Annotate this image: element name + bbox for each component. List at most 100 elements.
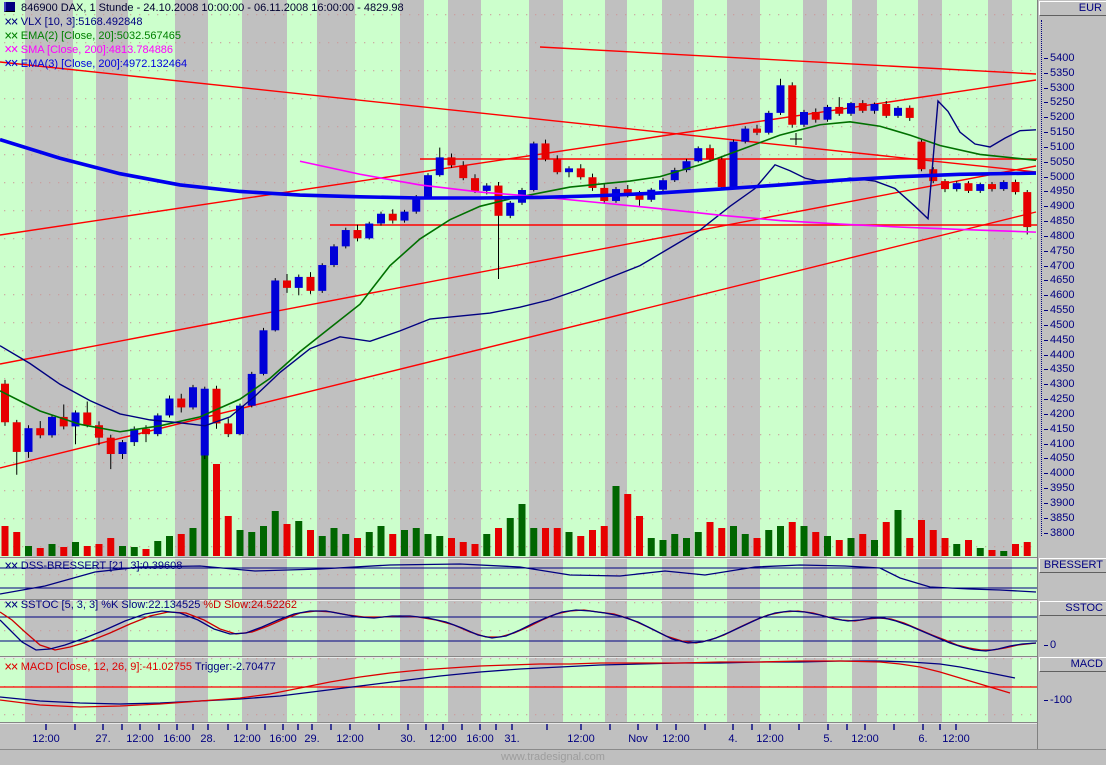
- candle-up[interactable]: [377, 213, 385, 224]
- candle-up[interactable]: [365, 223, 374, 239]
- candle-up[interactable]: [565, 168, 573, 173]
- candle-down[interactable]: [835, 106, 844, 114]
- candle-down[interactable]: [788, 85, 797, 125]
- sstoc-k-line[interactable]: [0, 609, 1037, 652]
- candle-down[interactable]: [494, 185, 503, 216]
- trendline[interactable]: [0, 165, 1037, 365]
- candle-down[interactable]: [459, 165, 468, 179]
- candle-up[interactable]: [294, 276, 303, 288]
- candle-up[interactable]: [130, 428, 139, 443]
- crosshair-marker[interactable]: [790, 133, 802, 145]
- candle-down[interactable]: [553, 159, 562, 173]
- candle-up[interactable]: [694, 148, 703, 162]
- candle-up[interactable]: [506, 202, 515, 216]
- candle-up[interactable]: [800, 111, 808, 125]
- candle-up[interactable]: [247, 373, 256, 406]
- vlx-line[interactable]: [0, 99, 1037, 427]
- candle-up[interactable]: [118, 442, 127, 454]
- candle-down[interactable]: [471, 178, 479, 191]
- main-chart-canvas[interactable]: 12:00 27. 12:00 16:00 28. 12:00 16:00 29. 12:00 3…: [0, 0, 1037, 749]
- candle-down[interactable]: [576, 168, 585, 178]
- sma200-line[interactable]: [299, 160, 1037, 233]
- candle-up[interactable]: [952, 183, 961, 190]
- candle-up[interactable]: [236, 405, 244, 435]
- macd-panel-header[interactable]: MACD: [1039, 657, 1106, 672]
- sstoc-panel-header[interactable]: SSTOC: [1039, 601, 1106, 616]
- candle-down[interactable]: [95, 425, 103, 438]
- candle-up[interactable]: [670, 170, 679, 181]
- candle-up[interactable]: [976, 184, 985, 191]
- macd-label[interactable]: ✕✕ MACD [Close, 12, 26, 9]:-41.02755 Trig…: [4, 661, 276, 674]
- candle-down[interactable]: [353, 230, 362, 239]
- candles-layer[interactable]: [1, 78, 1032, 475]
- candle-down[interactable]: [917, 141, 926, 170]
- trendline[interactable]: [0, 211, 1037, 469]
- candle-up[interactable]: [659, 180, 667, 190]
- candle-up[interactable]: [741, 128, 750, 142]
- candle-up[interactable]: [847, 103, 855, 114]
- candle-up[interactable]: [71, 412, 80, 427]
- candle-down[interactable]: [988, 184, 996, 190]
- candle-up[interactable]: [330, 246, 338, 266]
- panel-separator[interactable]: [0, 557, 1037, 558]
- legend-ema20[interactable]: ✕✕ EMA(2) [Close, 20]:5032.567465: [4, 30, 181, 43]
- candle-down[interactable]: [882, 103, 891, 116]
- time-axis[interactable]: 12:00 27. 12:00 16:00 28. 12:00 16:00 29. 12:00 3…: [32, 724, 970, 745]
- candle-up[interactable]: [894, 107, 902, 116]
- candle-down[interactable]: [212, 388, 221, 424]
- candle-up[interactable]: [165, 398, 174, 416]
- legend-ema200[interactable]: ✕✕ EMA(3) [Close, 200]:4972.132464: [4, 58, 187, 71]
- dss-bressert-label[interactable]: ✕✕ DSS-BRESSERT [21, 3]:0.39608: [4, 560, 182, 573]
- candle-down[interactable]: [717, 159, 726, 188]
- candle-up[interactable]: [341, 230, 350, 247]
- candle-down[interactable]: [811, 111, 820, 120]
- candle-up[interactable]: [999, 181, 1008, 190]
- candle-up[interactable]: [271, 280, 280, 331]
- candle-up[interactable]: [48, 416, 56, 436]
- candle-up[interactable]: [823, 106, 832, 120]
- candle-down[interactable]: [142, 428, 150, 435]
- ema200-line[interactable]: [0, 137, 1037, 200]
- candle-down[interactable]: [706, 148, 714, 160]
- candle-down[interactable]: [1023, 192, 1032, 228]
- legend-vlx[interactable]: ✕✕ VLX [10, 3]:5168.492848: [4, 16, 142, 29]
- candle-down[interactable]: [283, 280, 291, 288]
- candle-up[interactable]: [24, 428, 33, 452]
- candle-down[interactable]: [106, 437, 115, 454]
- candle-up[interactable]: [729, 141, 738, 188]
- candle-down[interactable]: [964, 183, 973, 191]
- candle-up[interactable]: [776, 85, 785, 113]
- candle-down[interactable]: [12, 422, 21, 452]
- dss-panel-header[interactable]: BRESSERT: [1039, 558, 1106, 573]
- candle-up[interactable]: [200, 388, 209, 456]
- candle-up[interactable]: [682, 161, 691, 171]
- candle-down[interactable]: [623, 189, 632, 195]
- candle-up[interactable]: [764, 112, 773, 133]
- candle-up[interactable]: [482, 185, 491, 191]
- candle-down[interactable]: [306, 276, 315, 291]
- candle-up[interactable]: [259, 330, 268, 374]
- trendline[interactable]: [539, 46, 1037, 75]
- candle-down[interactable]: [588, 177, 597, 188]
- panel-separator[interactable]: [0, 656, 1037, 657]
- candle-up[interactable]: [870, 103, 879, 111]
- candle-down[interactable]: [83, 412, 92, 426]
- candle-up[interactable]: [153, 415, 162, 435]
- candle-up[interactable]: [529, 143, 538, 190]
- trendline[interactable]: [0, 61, 1037, 173]
- macd-line[interactable]: [0, 660, 1011, 708]
- candle-down[interactable]: [1, 383, 9, 423]
- price-axis[interactable]: EUR 5400 5350 5300 5250 5200 5150 5100 5050 5000…: [1037, 0, 1106, 749]
- candle-down[interactable]: [941, 181, 949, 190]
- sstoc-label[interactable]: ✕✕ SSTOC [5, 3, 3] %K Slow:22.134525 %D S…: [4, 599, 297, 612]
- candle-up[interactable]: [400, 211, 409, 221]
- candle-up[interactable]: [189, 387, 197, 408]
- dss-line[interactable]: [0, 563, 1037, 595]
- candle-down[interactable]: [59, 416, 68, 427]
- candle-down[interactable]: [36, 428, 45, 436]
- candle-up[interactable]: [412, 197, 421, 212]
- candle-up[interactable]: [435, 157, 444, 176]
- candle-down[interactable]: [224, 423, 233, 435]
- candle-down[interactable]: [858, 103, 867, 111]
- candle-down[interactable]: [388, 213, 397, 221]
